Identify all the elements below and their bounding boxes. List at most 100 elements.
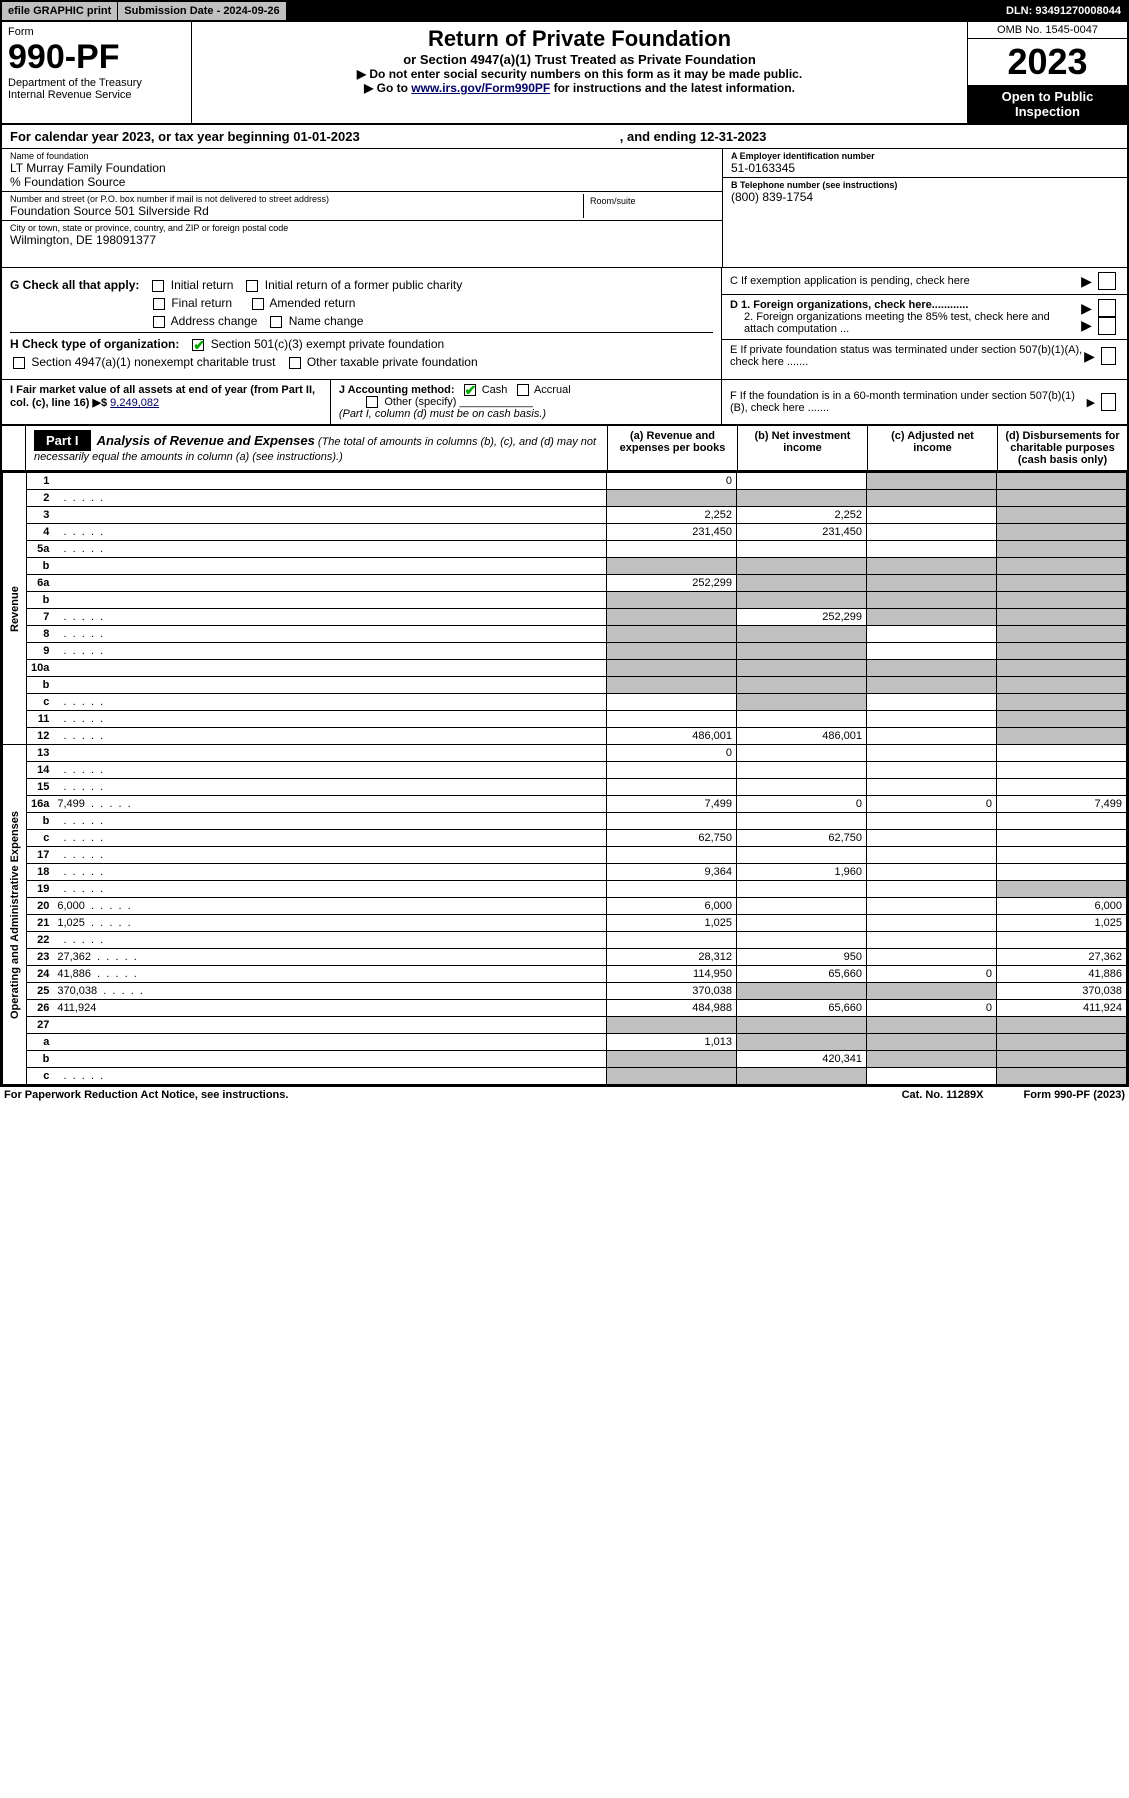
table-row: b (3, 558, 1127, 575)
line-description (53, 677, 606, 694)
cell-b (737, 677, 867, 694)
cell-b (737, 643, 867, 660)
line-description (53, 507, 606, 524)
line-number: 16a (27, 796, 54, 813)
line-description: . . . . . (53, 643, 606, 660)
cell-d (997, 609, 1127, 626)
j-note: (Part I, column (d) must be on cash basi… (339, 408, 546, 420)
line-number: 4 (27, 524, 54, 541)
e-checkbox[interactable] (1101, 347, 1116, 365)
cell-b (737, 881, 867, 898)
main-table: Revenue102 . . . . .32,2522,2524 . . . .… (2, 472, 1127, 1085)
cell-a: 9,364 (607, 864, 737, 881)
cell-a: 484,988 (607, 1000, 737, 1017)
part1-header-row: Part I Analysis of Revenue and Expenses … (0, 426, 1129, 472)
accrual-checkbox[interactable] (517, 384, 529, 396)
table-row: 26411,924484,98865,6600411,924 (3, 1000, 1127, 1017)
form-header: Form 990-PF Department of the Treasury I… (0, 22, 1129, 125)
footer-left: For Paperwork Reduction Act Notice, see … (4, 1089, 288, 1101)
line-number: 6a (27, 575, 54, 592)
cell-c (867, 575, 997, 592)
cell-a: 1,025 (607, 915, 737, 932)
cell-a (607, 1068, 737, 1085)
f-checkbox[interactable] (1101, 393, 1116, 411)
line-number: 25 (27, 983, 54, 1000)
cell-b: 62,750 (737, 830, 867, 847)
final-return-checkbox[interactable] (153, 298, 165, 310)
form-note1: ▶ Do not enter social security numbers o… (198, 67, 961, 81)
cash-checkbox[interactable] (464, 384, 476, 396)
cell-d (997, 541, 1127, 558)
table-row: 25370,038 . . . . .370,038370,038 (3, 983, 1127, 1000)
cell-b (737, 762, 867, 779)
cell-c (867, 932, 997, 949)
c-label: C If exemption application is pending, c… (730, 275, 970, 287)
line-description: . . . . . (53, 813, 606, 830)
addr-label: Number and street (or P.O. box number if… (10, 194, 583, 204)
irs-link[interactable]: www.irs.gov/Form990PF (411, 81, 550, 95)
col-d-header: (d) Disbursements for charitable purpose… (997, 426, 1127, 470)
expenses-side-label: Operating and Administrative Expenses (3, 745, 27, 1085)
cell-c (867, 711, 997, 728)
cell-d (997, 881, 1127, 898)
amended-return-checkbox[interactable] (252, 298, 264, 310)
cell-b (737, 558, 867, 575)
line-description: 6,000 . . . . . (53, 898, 606, 915)
cell-a (607, 677, 737, 694)
501c3-checkbox[interactable] (192, 339, 204, 351)
cell-d (997, 745, 1127, 762)
open-public-badge: Open to Public Inspection (968, 85, 1127, 123)
table-row: 9 . . . . . (3, 643, 1127, 660)
line-number: 2 (27, 490, 54, 507)
initial-return-checkbox[interactable] (152, 280, 164, 292)
cell-b (737, 541, 867, 558)
cell-b: 65,660 (737, 1000, 867, 1017)
d1-checkbox[interactable] (1098, 299, 1116, 317)
city-value: Wilmington, DE 198091377 (10, 233, 714, 247)
cell-a (607, 660, 737, 677)
initial-former-checkbox[interactable] (246, 280, 258, 292)
line-description (53, 1017, 606, 1034)
d2-label: 2. Foreign organizations meeting the 85%… (730, 311, 1081, 335)
table-row: 4 . . . . .231,450231,450 (3, 524, 1127, 541)
cell-c (867, 677, 997, 694)
cell-b (737, 847, 867, 864)
exemption-pending-checkbox[interactable] (1098, 272, 1116, 290)
cell-b: 950 (737, 949, 867, 966)
cell-a (607, 1051, 737, 1068)
cell-a: 62,750 (607, 830, 737, 847)
i-label: I Fair market value of all assets at end… (10, 384, 315, 409)
cell-a (607, 847, 737, 864)
name-label: Name of foundation (10, 151, 714, 161)
cell-a: 0 (607, 473, 737, 490)
table-row: 12 . . . . .486,001486,001 (3, 728, 1127, 745)
table-row: 27 (3, 1017, 1127, 1034)
fmv-value: 9,249,082 (110, 397, 159, 409)
cell-b: 486,001 (737, 728, 867, 745)
4947-checkbox[interactable] (13, 357, 25, 369)
main-table-wrap: Revenue102 . . . . .32,2522,2524 . . . .… (0, 472, 1129, 1087)
line-number: 10a (27, 660, 54, 677)
table-row: 32,2522,252 (3, 507, 1127, 524)
cell-a (607, 813, 737, 830)
line-description: . . . . . (53, 609, 606, 626)
d2-checkbox[interactable] (1098, 317, 1116, 335)
col-a-header: (a) Revenue and expenses per books (607, 426, 737, 470)
cell-a: 0 (607, 745, 737, 762)
other-method-checkbox[interactable] (366, 396, 378, 408)
table-row: 17 . . . . . (3, 847, 1127, 864)
line-description: 370,038 . . . . . (53, 983, 606, 1000)
cell-a: 2,252 (607, 507, 737, 524)
line-description (53, 575, 606, 592)
line-description: 7,499 . . . . . (53, 796, 606, 813)
cell-c: 0 (867, 966, 997, 983)
cell-b (737, 898, 867, 915)
other-taxable-checkbox[interactable] (289, 357, 301, 369)
address-change-checkbox[interactable] (153, 316, 165, 328)
name-change-checkbox[interactable] (270, 316, 282, 328)
form-title: Return of Private Foundation (198, 26, 961, 52)
cell-b (737, 932, 867, 949)
page-footer: For Paperwork Reduction Act Notice, see … (0, 1087, 1129, 1103)
cell-c (867, 847, 997, 864)
line-number: 8 (27, 626, 54, 643)
